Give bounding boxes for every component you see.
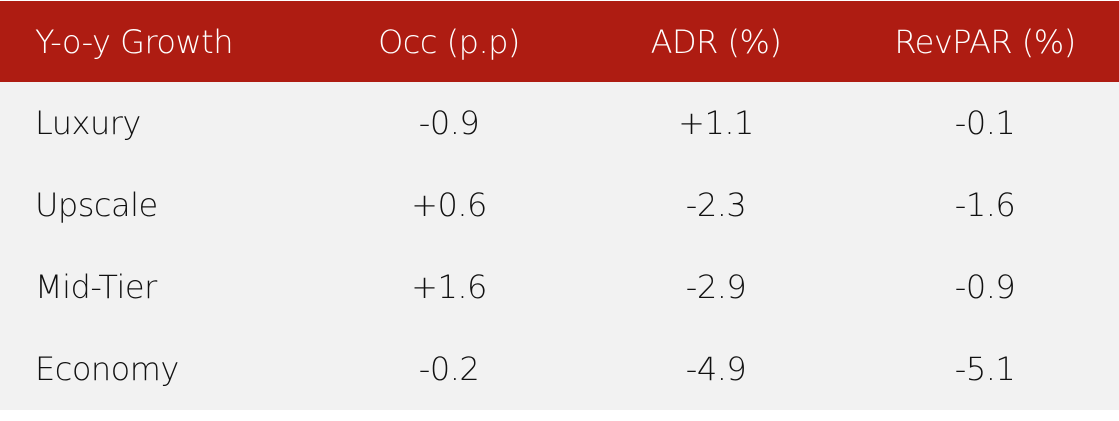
- growth-table: Y-o-y Growth Occ (p.p) ADR (%) RevPAR (%…: [0, 1, 1119, 410]
- table-header: Y-o-y Growth Occ (p.p) ADR (%) RevPAR (%…: [0, 1, 1119, 82]
- segment-cell: Upscale: [35, 186, 158, 224]
- adr-cell: -2.3: [685, 186, 747, 224]
- table-row: Upscale +0.6 -2.3 -1.6: [0, 164, 1119, 246]
- segment-cell: Economy: [35, 350, 179, 388]
- occ-cell: +1.6: [411, 268, 487, 306]
- header-segment: Y-o-y Growth: [35, 22, 233, 61]
- adr-cell: -2.9: [685, 268, 747, 306]
- segment-cell: Luxury: [35, 104, 141, 142]
- revpar-cell: -5.1: [954, 350, 1016, 388]
- header-occ: Occ (p.p): [378, 22, 520, 61]
- occ-cell: -0.2: [418, 350, 480, 388]
- occ-cell: +0.6: [411, 186, 487, 224]
- revpar-cell: -1.6: [954, 186, 1016, 224]
- segment-cell: Mid-Tier: [35, 268, 157, 306]
- table-row: Luxury -0.9 +1.1 -0.1: [0, 82, 1119, 164]
- revpar-cell: -0.9: [954, 268, 1016, 306]
- header-adr: ADR (%): [650, 22, 782, 61]
- occ-cell: -0.9: [418, 104, 480, 142]
- adr-cell: +1.1: [678, 104, 754, 142]
- table-row: Mid-Tier +1.6 -2.9 -0.9: [0, 246, 1119, 328]
- revpar-cell: -0.1: [954, 104, 1016, 142]
- header-revpar: RevPAR (%): [894, 22, 1076, 61]
- table-row: Economy -0.2 -4.9 -5.1: [0, 328, 1119, 410]
- adr-cell: -4.9: [685, 350, 747, 388]
